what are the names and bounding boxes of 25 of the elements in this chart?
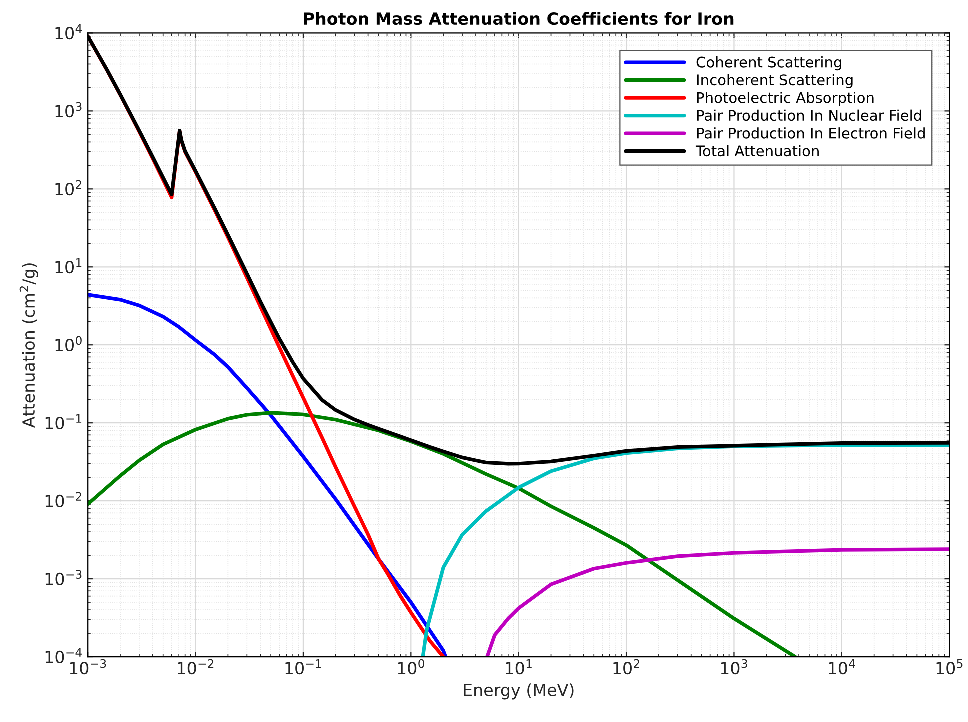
y-tick-label: 10$^{3}$	[56, 102, 82, 118]
y-tick-label: 10$^{1}$	[56, 258, 82, 274]
legend-label: Pair Production In Electron Field	[697, 128, 925, 139]
y-tick-label: 10$^{−1}$	[46, 414, 82, 430]
legend-label: Total Attenuation	[696, 145, 819, 157]
y-tick-label: 10$^{2}$	[56, 180, 82, 196]
x-tick-label: 10$^{3}$	[721, 659, 748, 675]
y-tick-label: 10$^{0}$	[56, 336, 82, 352]
y-axis-title: Attenuation (cm$^{2}$/g)	[20, 264, 38, 428]
x-tick-label: 10$^{−1}$	[286, 660, 322, 675]
x-axis-title: Energy (MeV)	[464, 684, 574, 700]
x-tick-label: 10$^{1}$	[506, 660, 532, 675]
y-tick-label: 10$^{4}$	[56, 24, 82, 40]
chart-title: Photon Mass Attenuation Coefficients for Iron	[304, 12, 734, 26]
x-tick-label: 10$^{4}$	[829, 660, 856, 675]
y-tick-label: 10$^{−3}$	[46, 570, 82, 586]
legend-label: Incoherent Scattering	[697, 74, 853, 88]
x-tick-label: 10$^{0}$	[398, 659, 425, 675]
legend-label: Coherent Scattering	[696, 56, 842, 71]
legend-label: Pair Production In Nuclear Field	[697, 110, 922, 122]
x-tick-label: 10$^{2}$	[614, 659, 640, 675]
x-tick-label: 10$^{−2}$	[178, 659, 214, 675]
legend-label: Photoelectric Absorption	[697, 92, 874, 106]
y-tick-label: 10$^{−2}$	[46, 492, 82, 508]
x-tick-label: 10$^{5}$	[936, 660, 963, 675]
